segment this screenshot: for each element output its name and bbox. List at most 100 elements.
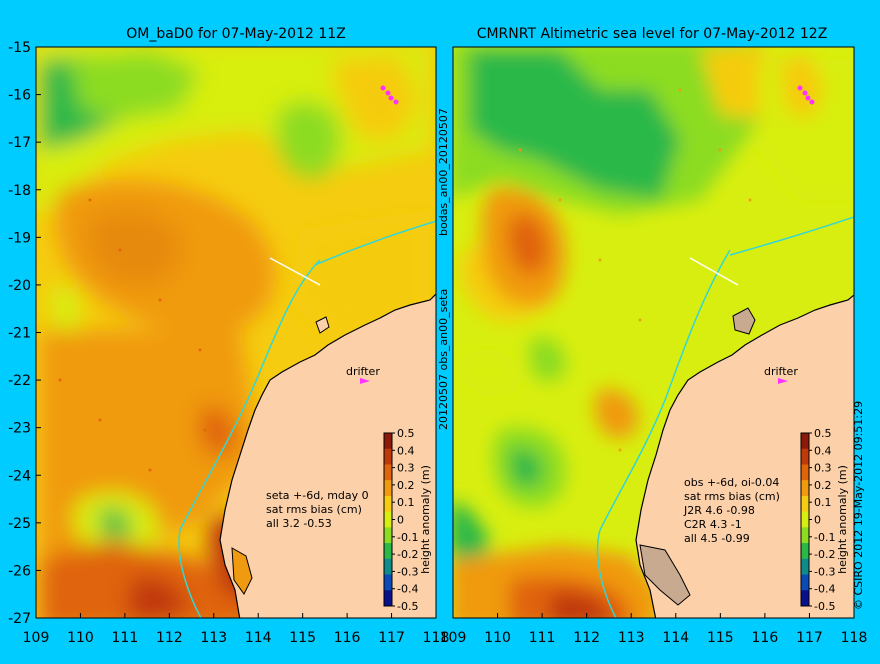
lon-tick-label: 115 [707, 630, 734, 646]
left-legend-line-1: seta +-6d, mday 0 [266, 489, 369, 502]
colorbar-tick-label: -0.3 [814, 565, 835, 578]
lon-tick-label: 112 [573, 630, 600, 646]
colorbar-swatch [384, 558, 392, 576]
left-panel-title: OM_baD0 for 07-May-2012 11Z [126, 26, 346, 42]
colorbar-swatch [801, 480, 809, 497]
colorbar-tick-label: 0.5 [814, 427, 832, 440]
colorbar-label: height anomaly (m) [836, 465, 849, 574]
colorbar-swatch [384, 590, 392, 607]
right-legend-line-2: sat rms bias (cm) [684, 490, 780, 503]
lat-tick-label: -15 [8, 40, 31, 56]
right-legend-line-3: J2R 4.6 -0.98 [683, 504, 755, 517]
lon-tick-label: 114 [662, 630, 689, 646]
left-lat-axis: -15 -16 -17 -18 -19 -20 -21 -22 -23 -24 -25 -26 -27 [8, 40, 41, 627]
colorbar-tick-label: -0.4 [397, 583, 418, 596]
lat-tick-label: -23 [8, 421, 31, 437]
lat-tick-label: -20 [8, 278, 31, 294]
colorbar-tick-label: 0 [397, 514, 404, 527]
lon-tick-label: 109 [440, 630, 467, 646]
right-map: drifter obs +-6d, oi-0.04 sat rms bias (… [453, 47, 854, 618]
colorbar-swatch [384, 480, 392, 497]
colorbar-tick-label: 0.4 [814, 444, 832, 457]
lat-tick-label: -18 [8, 183, 31, 199]
colorbar-tick-label: -0.4 [814, 583, 835, 596]
colorbar-swatch [801, 574, 809, 591]
colorbar-tick-label: -0.5 [814, 600, 835, 613]
colorbar-swatch [801, 558, 809, 576]
middle-bottom-label: 20120507 obs_an00_seta [437, 289, 450, 430]
colorbar-swatch [801, 433, 809, 450]
lat-tick-label: -19 [8, 230, 31, 246]
colorbar-swatch [384, 511, 392, 528]
lon-tick-label: 114 [245, 630, 272, 646]
middle-top-label: bodas_an00_20120507 [437, 108, 450, 236]
lat-tick-label: -25 [8, 516, 31, 532]
lat-tick-label: -26 [8, 563, 31, 579]
colorbar-swatch [384, 464, 392, 481]
left-legend: seta +-6d, mday 0 sat rms bias (cm) all … [266, 489, 369, 530]
lon-tick-label: 118 [423, 630, 450, 646]
colorbar-tick-label: 0.3 [814, 462, 832, 475]
colorbar-swatch [801, 495, 809, 513]
right-legend-line-5: all 4.5 -0.99 [684, 532, 750, 545]
left-drifter-icon [360, 378, 370, 384]
colorbar-tick-label: 0.1 [397, 496, 415, 509]
colorbar-swatch [384, 433, 392, 450]
colorbar-swatch [384, 448, 392, 465]
colorbar-swatch [384, 543, 392, 560]
colorbar-tick-label: 0 [814, 514, 821, 527]
left-drifter-label: drifter [346, 365, 380, 378]
colorbar-tick-label: 0.5 [397, 427, 415, 440]
right-lon-axis: 109 110 111 112 113 114 115 116 117 118 [440, 613, 868, 646]
colorbar-tick-label: 0.2 [814, 479, 832, 492]
right-legend-line-1: obs +-6d, oi-0.04 [684, 476, 779, 489]
right-map-frame [452, 46, 855, 619]
lon-tick-label: 117 [378, 630, 405, 646]
lon-tick-label: 112 [156, 630, 183, 646]
left-colorbar: 0.5 0.4 0.3 0.2 0.1 0 -0.1 -0.2 -0.3 -0.4 -0.5 heig… [383, 427, 432, 613]
lat-tick-label: -21 [8, 326, 31, 342]
colorbar-swatch [384, 495, 392, 513]
lon-tick-label: 111 [112, 630, 139, 646]
left-legend-line-3: all 3.2 -0.53 [266, 517, 332, 530]
right-legend-line-4: C2R 4.3 -1 [684, 518, 742, 531]
colorbar-tick-label: 0.4 [397, 444, 415, 457]
lat-tick-label: -24 [8, 468, 31, 484]
lon-tick-label: 109 [23, 630, 50, 646]
lat-tick-label: -16 [8, 88, 31, 104]
colorbar-tick-label: 0.3 [397, 462, 415, 475]
lon-tick-label: 111 [529, 630, 556, 646]
lon-tick-label: 117 [796, 630, 823, 646]
colorbar-swatch [801, 448, 809, 465]
colorbar-tick-label: -0.3 [397, 565, 418, 578]
colorbar-swatch [801, 511, 809, 528]
lon-tick-label: 115 [289, 630, 316, 646]
colorbar-swatch [384, 527, 392, 544]
colorbar-swatch [384, 574, 392, 591]
lon-tick-label: 116 [334, 630, 361, 646]
colorbar-tick-label: -0.1 [814, 531, 835, 544]
lon-tick-label: 113 [618, 630, 645, 646]
right-colorbar: 0.5 0.4 0.3 0.2 0.1 0 -0.1 -0.2 -0.3 -0.4 -0.5 heig… [800, 427, 849, 613]
colorbar-tick-label: -0.1 [397, 531, 418, 544]
lat-tick-label: -17 [8, 135, 31, 151]
colorbar-swatch [801, 527, 809, 544]
colorbar-tick-label: -0.2 [814, 548, 835, 561]
copyright-credit: © CSIRO 2012 19-May-2012 09:51:29 [852, 401, 865, 610]
lon-tick-label: 110 [67, 630, 94, 646]
lon-tick-label: 118 [841, 630, 868, 646]
lon-tick-label: 116 [752, 630, 779, 646]
colorbar-tick-label: 0.1 [814, 496, 832, 509]
lat-tick-label: -22 [8, 373, 31, 389]
lat-tick-label: -27 [8, 611, 31, 627]
right-drifter-label: drifter [764, 365, 798, 378]
colorbar-tick-label: 0.2 [397, 479, 415, 492]
colorbar-swatch [801, 464, 809, 481]
right-drifter-icon [778, 378, 788, 384]
right-legend: obs +-6d, oi-0.04 sat rms bias (cm) J2R … [683, 476, 780, 545]
lon-tick-label: 113 [200, 630, 227, 646]
left-lon-axis: 109 110 111 112 113 114 115 116 117 118 [23, 613, 450, 646]
left-map: drifter seta +-6d, mday 0 sat rms bias (… [36, 47, 436, 618]
